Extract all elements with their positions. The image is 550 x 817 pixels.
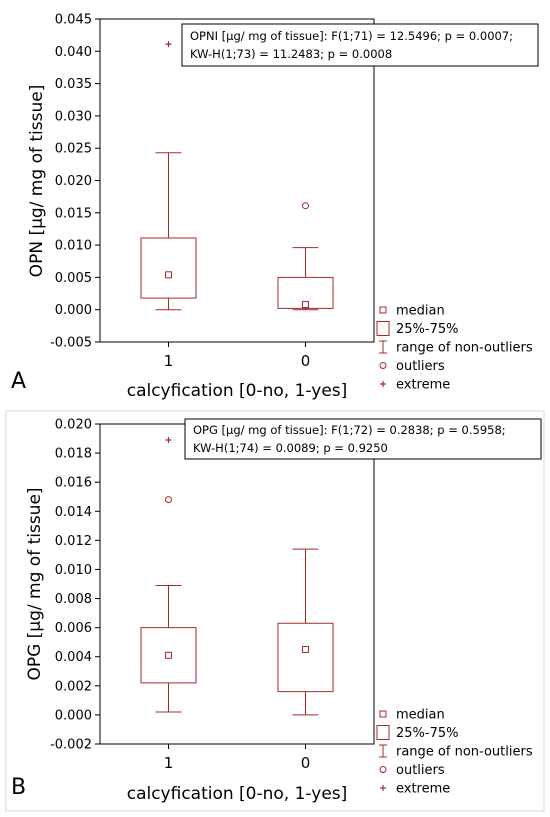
y-tick-label: 0.008 — [55, 592, 92, 607]
y-tick-label: 0.035 — [55, 77, 92, 92]
iqr-box — [140, 627, 197, 684]
extreme-point — [165, 437, 172, 443]
y-tick-label: 0.005 — [55, 271, 92, 286]
y-tick-label: 0.040 — [55, 45, 92, 60]
y-tick-label: 0.010 — [55, 563, 92, 578]
stats-line-2: KW-H(1;74) = 0.0089; p = 0.9250 — [193, 441, 388, 455]
iqr-box — [277, 276, 334, 309]
y-tick-label: 0.025 — [55, 142, 92, 157]
legend-label: range of non-outliers — [396, 745, 533, 760]
legend-median-symbol — [379, 710, 387, 718]
panel-a: -0.005 0.000 0.005 0.010 0.015 0.020 0.025 0.03… — [11, 13, 539, 401]
y-tick-label: 0.045 — [55, 13, 92, 28]
x-tick-label: 0 — [301, 352, 311, 370]
x-axis-label: calcyfication [0-no, 1-yes] — [127, 784, 348, 804]
panel-letter: B — [11, 775, 26, 800]
y-tick-label: 0.030 — [55, 109, 92, 124]
median-marker — [302, 645, 309, 653]
legend-extreme-symbol — [380, 785, 386, 791]
legend-box-symbol — [376, 725, 390, 740]
iqr-box — [140, 237, 197, 299]
y-tick-label: 0.018 — [55, 447, 92, 462]
y-axis: -0.002 0.000 0.002 0.004 0.006 0.008 0.010 0.01… — [50, 418, 100, 753]
legend-label: median — [396, 304, 445, 319]
legend-label: outliers — [396, 359, 445, 374]
y-tick-label: -0.005 — [50, 336, 92, 351]
y-tick-label: 0.000 — [55, 708, 92, 723]
panel-letter: A — [11, 369, 26, 394]
legend-outlier-symbol — [379, 766, 387, 773]
median-marker — [165, 271, 172, 279]
legend-range-symbol — [379, 744, 387, 758]
y-tick-label: 0.016 — [55, 476, 92, 491]
y-axis: -0.005 0.000 0.005 0.010 0.015 0.020 0.025 0.03… — [50, 13, 100, 351]
y-tick-label: 0.014 — [55, 505, 92, 520]
y-axis-label: OPN [µg/ mg of tissue] — [27, 85, 47, 278]
legend-label: extreme — [396, 378, 450, 393]
legend-label: 25%-75% — [396, 726, 458, 741]
box-plot-marks — [140, 437, 334, 716]
stats-line-2: KW-H(1;73) = 11.2483; p = 0.0008 — [190, 47, 392, 61]
legend-label: outliers — [396, 763, 445, 778]
y-tick-label: 0.015 — [55, 206, 92, 221]
outlier-point — [165, 496, 172, 504]
extreme-point — [165, 41, 172, 48]
legend-range-symbol — [379, 340, 387, 354]
legend-label: extreme — [396, 782, 450, 797]
y-tick-label: 0.004 — [55, 650, 92, 665]
legend-label: median — [396, 708, 445, 723]
x-tick-label: 1 — [164, 352, 174, 370]
stats-box — [181, 23, 539, 67]
iqr-box — [277, 622, 334, 693]
x-tick-label: 1 — [164, 754, 174, 772]
legend: median 25%-75% range of non-outliers outlie… — [376, 708, 533, 797]
stats-line-1: OPNI [µg/ mg of tissue]: F(1;71) = 12.54… — [190, 29, 513, 43]
y-tick-label: 0.020 — [55, 174, 92, 189]
panel-b-border — [5, 410, 545, 812]
legend-median-symbol — [379, 306, 387, 314]
stats-line-1: OPG [µg/ mg of tissue]: F(1;72) = 0.2838… — [193, 423, 506, 437]
panel-b: -0.002 0.000 0.002 0.004 0.006 0.008 0.010 0.01… — [11, 418, 542, 804]
box-plot-marks — [140, 41, 334, 311]
plot-frame — [99, 423, 375, 745]
outlier-point — [302, 202, 309, 210]
x-tick-label: 0 — [301, 754, 311, 772]
stats-box — [184, 418, 542, 460]
y-tick-label: 0.006 — [55, 621, 92, 636]
median-marker — [302, 301, 309, 309]
y-tick-label: -0.002 — [50, 738, 92, 753]
legend-outlier-symbol — [379, 362, 387, 369]
y-axis-label: OPG [µg/ mg of tissue] — [25, 487, 45, 680]
y-tick-label: 0.010 — [55, 239, 92, 254]
legend-box-symbol — [376, 321, 390, 336]
y-tick-label: 0.020 — [55, 418, 92, 433]
legend-extreme-symbol — [380, 381, 386, 387]
x-axis-label: calcyfication [0-no, 1-yes] — [127, 381, 348, 401]
legend-label: 25%-75% — [396, 322, 458, 337]
median-marker — [165, 651, 172, 659]
y-tick-label: 0.002 — [55, 679, 92, 694]
legend-label: range of non-outliers — [396, 341, 533, 356]
legend: median 25%-75% range of non-outliers outlie… — [376, 304, 533, 393]
y-tick-label: 0.012 — [55, 534, 92, 549]
y-tick-label: 0.000 — [55, 303, 92, 318]
